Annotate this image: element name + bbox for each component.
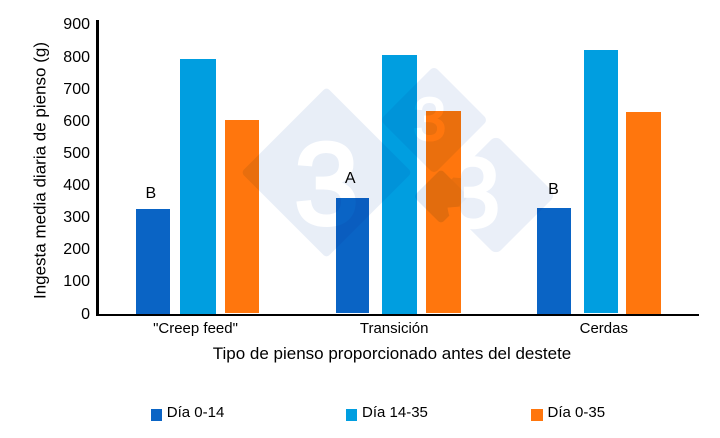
svg-text:3: 3 xyxy=(413,86,446,153)
svg-text:3: 3 xyxy=(446,138,501,248)
svg-text:3: 3 xyxy=(294,119,359,249)
